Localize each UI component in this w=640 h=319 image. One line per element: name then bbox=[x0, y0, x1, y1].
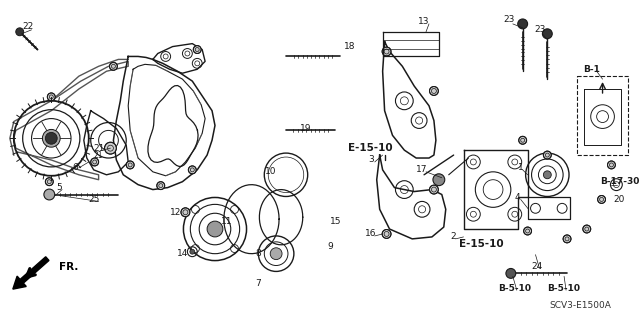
Text: B-1: B-1 bbox=[583, 65, 600, 74]
Text: 11: 11 bbox=[221, 217, 232, 226]
Text: 18: 18 bbox=[344, 42, 356, 51]
Text: 7: 7 bbox=[255, 279, 261, 288]
Text: 13: 13 bbox=[419, 18, 430, 26]
Circle shape bbox=[157, 182, 164, 189]
Text: FR.: FR. bbox=[60, 262, 79, 271]
Text: 3: 3 bbox=[368, 155, 374, 165]
Circle shape bbox=[542, 29, 552, 39]
Circle shape bbox=[193, 46, 201, 54]
Text: 12: 12 bbox=[170, 208, 181, 217]
Text: 19: 19 bbox=[300, 124, 312, 133]
Circle shape bbox=[429, 86, 438, 95]
Circle shape bbox=[45, 178, 53, 186]
Circle shape bbox=[16, 28, 24, 36]
Circle shape bbox=[519, 136, 527, 144]
Circle shape bbox=[109, 62, 117, 70]
Circle shape bbox=[433, 174, 445, 186]
Circle shape bbox=[598, 196, 605, 204]
Circle shape bbox=[543, 151, 551, 159]
Circle shape bbox=[91, 158, 99, 166]
Circle shape bbox=[518, 19, 527, 29]
Text: 21: 21 bbox=[94, 151, 104, 160]
Text: 23: 23 bbox=[535, 25, 546, 34]
Text: B-5-10: B-5-10 bbox=[548, 284, 580, 293]
Text: 14: 14 bbox=[177, 249, 188, 258]
Circle shape bbox=[270, 248, 282, 260]
Text: 21: 21 bbox=[93, 144, 104, 153]
Text: 5: 5 bbox=[56, 183, 62, 192]
Text: 25: 25 bbox=[88, 195, 99, 204]
Text: 8: 8 bbox=[255, 249, 261, 258]
Text: 17: 17 bbox=[417, 165, 428, 174]
Circle shape bbox=[207, 221, 223, 237]
Circle shape bbox=[104, 142, 116, 154]
Text: 1: 1 bbox=[518, 163, 524, 172]
Circle shape bbox=[506, 269, 516, 278]
Circle shape bbox=[382, 47, 391, 56]
Text: 23: 23 bbox=[503, 15, 515, 25]
Text: B-5-10: B-5-10 bbox=[499, 284, 531, 293]
Text: 6: 6 bbox=[72, 163, 78, 172]
Text: 10: 10 bbox=[266, 167, 277, 176]
Circle shape bbox=[47, 93, 55, 101]
Circle shape bbox=[45, 132, 57, 144]
Circle shape bbox=[543, 171, 551, 179]
Circle shape bbox=[188, 166, 196, 174]
Circle shape bbox=[382, 229, 391, 238]
Circle shape bbox=[607, 161, 616, 169]
Text: B-17-30: B-17-30 bbox=[600, 177, 639, 186]
Text: 16: 16 bbox=[365, 229, 376, 239]
Circle shape bbox=[583, 225, 591, 233]
Text: 24: 24 bbox=[532, 262, 543, 271]
Circle shape bbox=[126, 161, 134, 169]
Circle shape bbox=[563, 235, 571, 243]
Text: 2: 2 bbox=[451, 233, 456, 241]
Text: 22: 22 bbox=[22, 22, 33, 31]
Text: SCV3-E1500A: SCV3-E1500A bbox=[549, 301, 611, 310]
Circle shape bbox=[429, 185, 438, 194]
Circle shape bbox=[524, 227, 532, 235]
Text: E-15-10: E-15-10 bbox=[348, 143, 392, 153]
Circle shape bbox=[42, 130, 60, 147]
Text: 15: 15 bbox=[330, 217, 341, 226]
Circle shape bbox=[190, 249, 195, 254]
Text: 9: 9 bbox=[328, 242, 333, 251]
FancyArrow shape bbox=[13, 257, 49, 289]
Circle shape bbox=[181, 208, 190, 217]
Text: E-15-10: E-15-10 bbox=[459, 239, 504, 249]
Bar bbox=[577, 76, 628, 155]
Text: 4: 4 bbox=[515, 193, 520, 202]
Circle shape bbox=[44, 189, 55, 200]
Text: 20: 20 bbox=[614, 195, 625, 204]
